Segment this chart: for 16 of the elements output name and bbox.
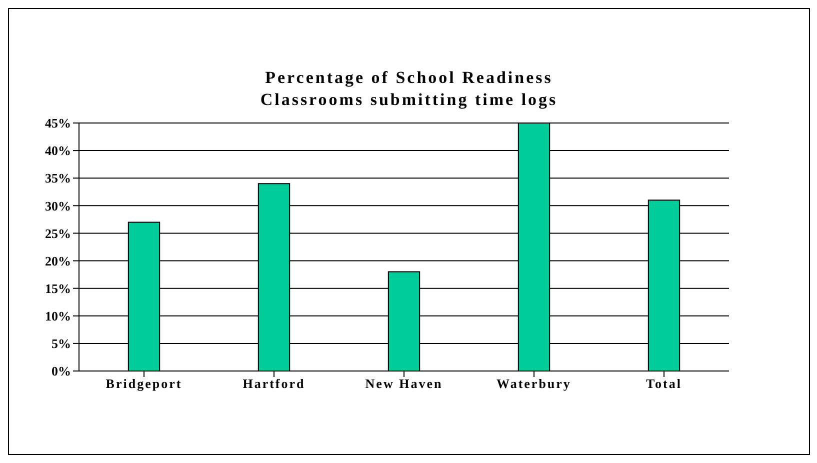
y-tick-label: 45% bbox=[45, 116, 71, 131]
y-tick-label: 40% bbox=[45, 143, 71, 158]
y-tick-label: 25% bbox=[45, 226, 71, 241]
y-tick-label: 5% bbox=[52, 336, 71, 352]
x-tick-label: Total bbox=[646, 376, 682, 392]
x-tick-label: Waterbury bbox=[496, 376, 572, 392]
x-tick-label: New Haven bbox=[365, 376, 443, 392]
x-tick-label: Hartford bbox=[242, 376, 306, 392]
chart-title: Percentage of School Readiness Classrooms submitting time logs bbox=[259, 67, 559, 111]
y-tick-label: 0% bbox=[52, 364, 71, 379]
y-tick-label: 10% bbox=[45, 308, 71, 324]
y-tick-label: 15% bbox=[45, 280, 71, 296]
x-tick-label: Bridgeport bbox=[106, 376, 182, 392]
y-tick-label: 20% bbox=[45, 253, 71, 268]
y-tick-label: 35% bbox=[45, 170, 71, 186]
y-tick-label: 30% bbox=[45, 198, 71, 214]
